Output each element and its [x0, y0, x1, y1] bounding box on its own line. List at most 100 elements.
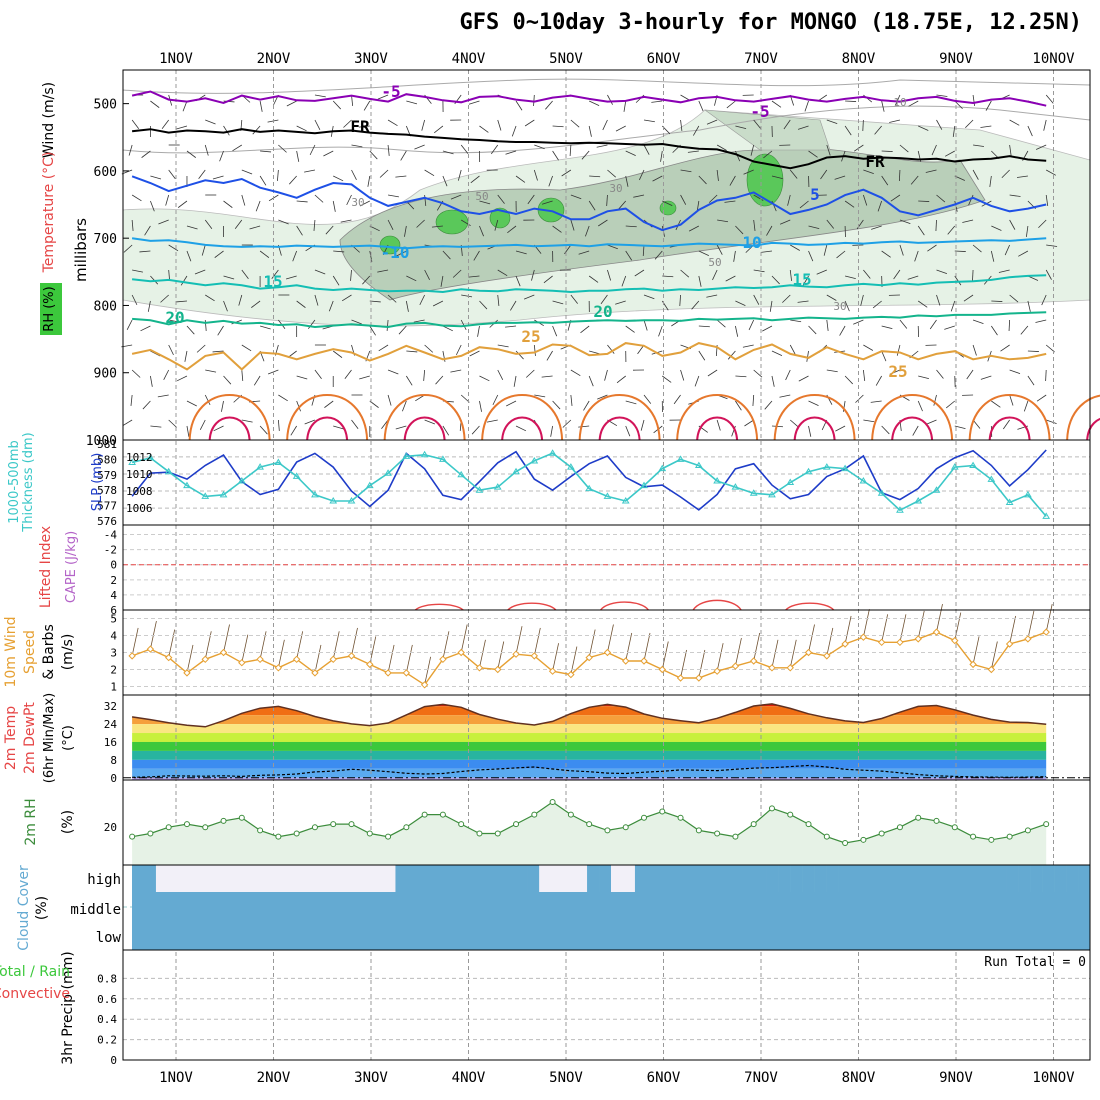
wind-barb [1043, 119, 1047, 131]
wind-barb [186, 150, 196, 158]
isotherm-line-20 [132, 311, 1047, 329]
li-tick: -2 [104, 544, 117, 557]
wind-barb-10m [771, 639, 779, 668]
wind-barb [285, 275, 297, 280]
wind-barb-10m [917, 610, 925, 639]
day-label-top: 10NOV [1032, 51, 1075, 67]
isotherm-arch-30 [1066, 394, 1100, 441]
wind-speed-point [548, 667, 557, 675]
wind-barb [972, 269, 974, 282]
wind-barb [787, 194, 791, 206]
wind-barb [972, 419, 981, 429]
temp-line [131, 703, 1047, 728]
wind-barb [314, 294, 319, 306]
wind-barb [954, 425, 966, 430]
cloud-high-bar [802, 865, 815, 892]
thickness-point [384, 469, 392, 476]
cloud-ylabel-2: (%) [34, 896, 50, 920]
wind-barb [698, 100, 704, 112]
thickness-tick: 577 [97, 500, 117, 513]
wind-speed-point [512, 650, 520, 658]
wind-barb-10m [533, 627, 541, 656]
wind-barb [688, 225, 700, 232]
cloud-high-bar [958, 865, 971, 892]
rh-point [823, 833, 830, 840]
wind-barb [753, 219, 756, 231]
wind-speed-point [1024, 635, 1032, 643]
wind-barb [1009, 119, 1020, 126]
wind-barb [625, 175, 629, 187]
li-ylabel: Lifted Index [38, 526, 54, 608]
wind-barb [552, 125, 564, 128]
wind-speed-point [695, 674, 703, 682]
wind-barb [212, 350, 224, 353]
rh-shade-70 [379, 235, 401, 255]
wind-barb [223, 275, 235, 280]
wind-barb [147, 300, 151, 312]
isotherm-line-5 [131, 175, 1047, 232]
wind-barb [735, 325, 739, 337]
upper-ylabel-wind: Wind (m/s) [41, 82, 57, 158]
temp-tick: 32 [104, 700, 117, 713]
wind-barb [468, 100, 480, 105]
wind-barb [936, 369, 944, 379]
cloud-high-bar [431, 865, 444, 892]
cloud-high-bar [407, 865, 420, 892]
wind-barb [513, 375, 517, 387]
wind-barb [989, 175, 992, 187]
wind-barb [804, 100, 809, 112]
wind-barb [292, 250, 298, 262]
wind-barb [785, 369, 791, 381]
isotherm-arch-35 [306, 416, 349, 441]
thickness-point [804, 467, 813, 475]
wind-barb [176, 125, 188, 130]
wind-barb [643, 119, 655, 123]
wind-speed-point [932, 628, 941, 636]
wind-barb [917, 225, 925, 236]
wind-speed-point [420, 681, 429, 689]
wind-speed-point [859, 633, 868, 641]
wind-barb-10m [661, 641, 669, 670]
thickness-point [896, 506, 904, 513]
rh-point [147, 830, 154, 837]
thickness-point [164, 467, 173, 475]
li-tick: 2 [110, 574, 117, 587]
thickness-point [219, 490, 228, 498]
isotherm-arch-35 [403, 416, 446, 441]
wind-barb [442, 150, 454, 155]
day-label-bottom: 9NOV [939, 1070, 973, 1086]
wind-barb-10m [515, 626, 523, 655]
wind-barb [990, 250, 995, 262]
wind-barb [552, 400, 561, 410]
wind-barb [929, 319, 937, 330]
wind-speed-point [713, 667, 721, 675]
wind-barb [332, 200, 336, 212]
wind-barb [1000, 344, 1010, 352]
wind-barb [304, 169, 316, 173]
wind-barb [232, 144, 243, 152]
wind-barb [546, 350, 553, 361]
isotherm-line--5 [131, 90, 1047, 107]
rh-point [293, 830, 300, 837]
wind-barb [662, 375, 672, 383]
wind-barb [826, 219, 835, 229]
wind-barb [802, 275, 809, 286]
wind-barb [341, 294, 352, 302]
wind-barb [652, 175, 663, 182]
thickness-point [676, 455, 685, 462]
wind-barb [991, 225, 1002, 231]
wind-barb [241, 269, 249, 280]
wind-barb [679, 294, 681, 307]
thickness-point [585, 484, 594, 492]
day-label-top: 8NOV [842, 51, 876, 67]
wind-barb [363, 100, 371, 111]
wind-barb [469, 350, 480, 357]
rh-point [165, 824, 172, 831]
wind-barb [947, 225, 956, 235]
wind-barb [505, 150, 517, 155]
wind-barb [616, 375, 626, 384]
temp-band [132, 706, 1047, 716]
wind-barb [471, 425, 480, 435]
wind-tick: 4 [110, 630, 117, 643]
wind-barb [1035, 144, 1047, 150]
